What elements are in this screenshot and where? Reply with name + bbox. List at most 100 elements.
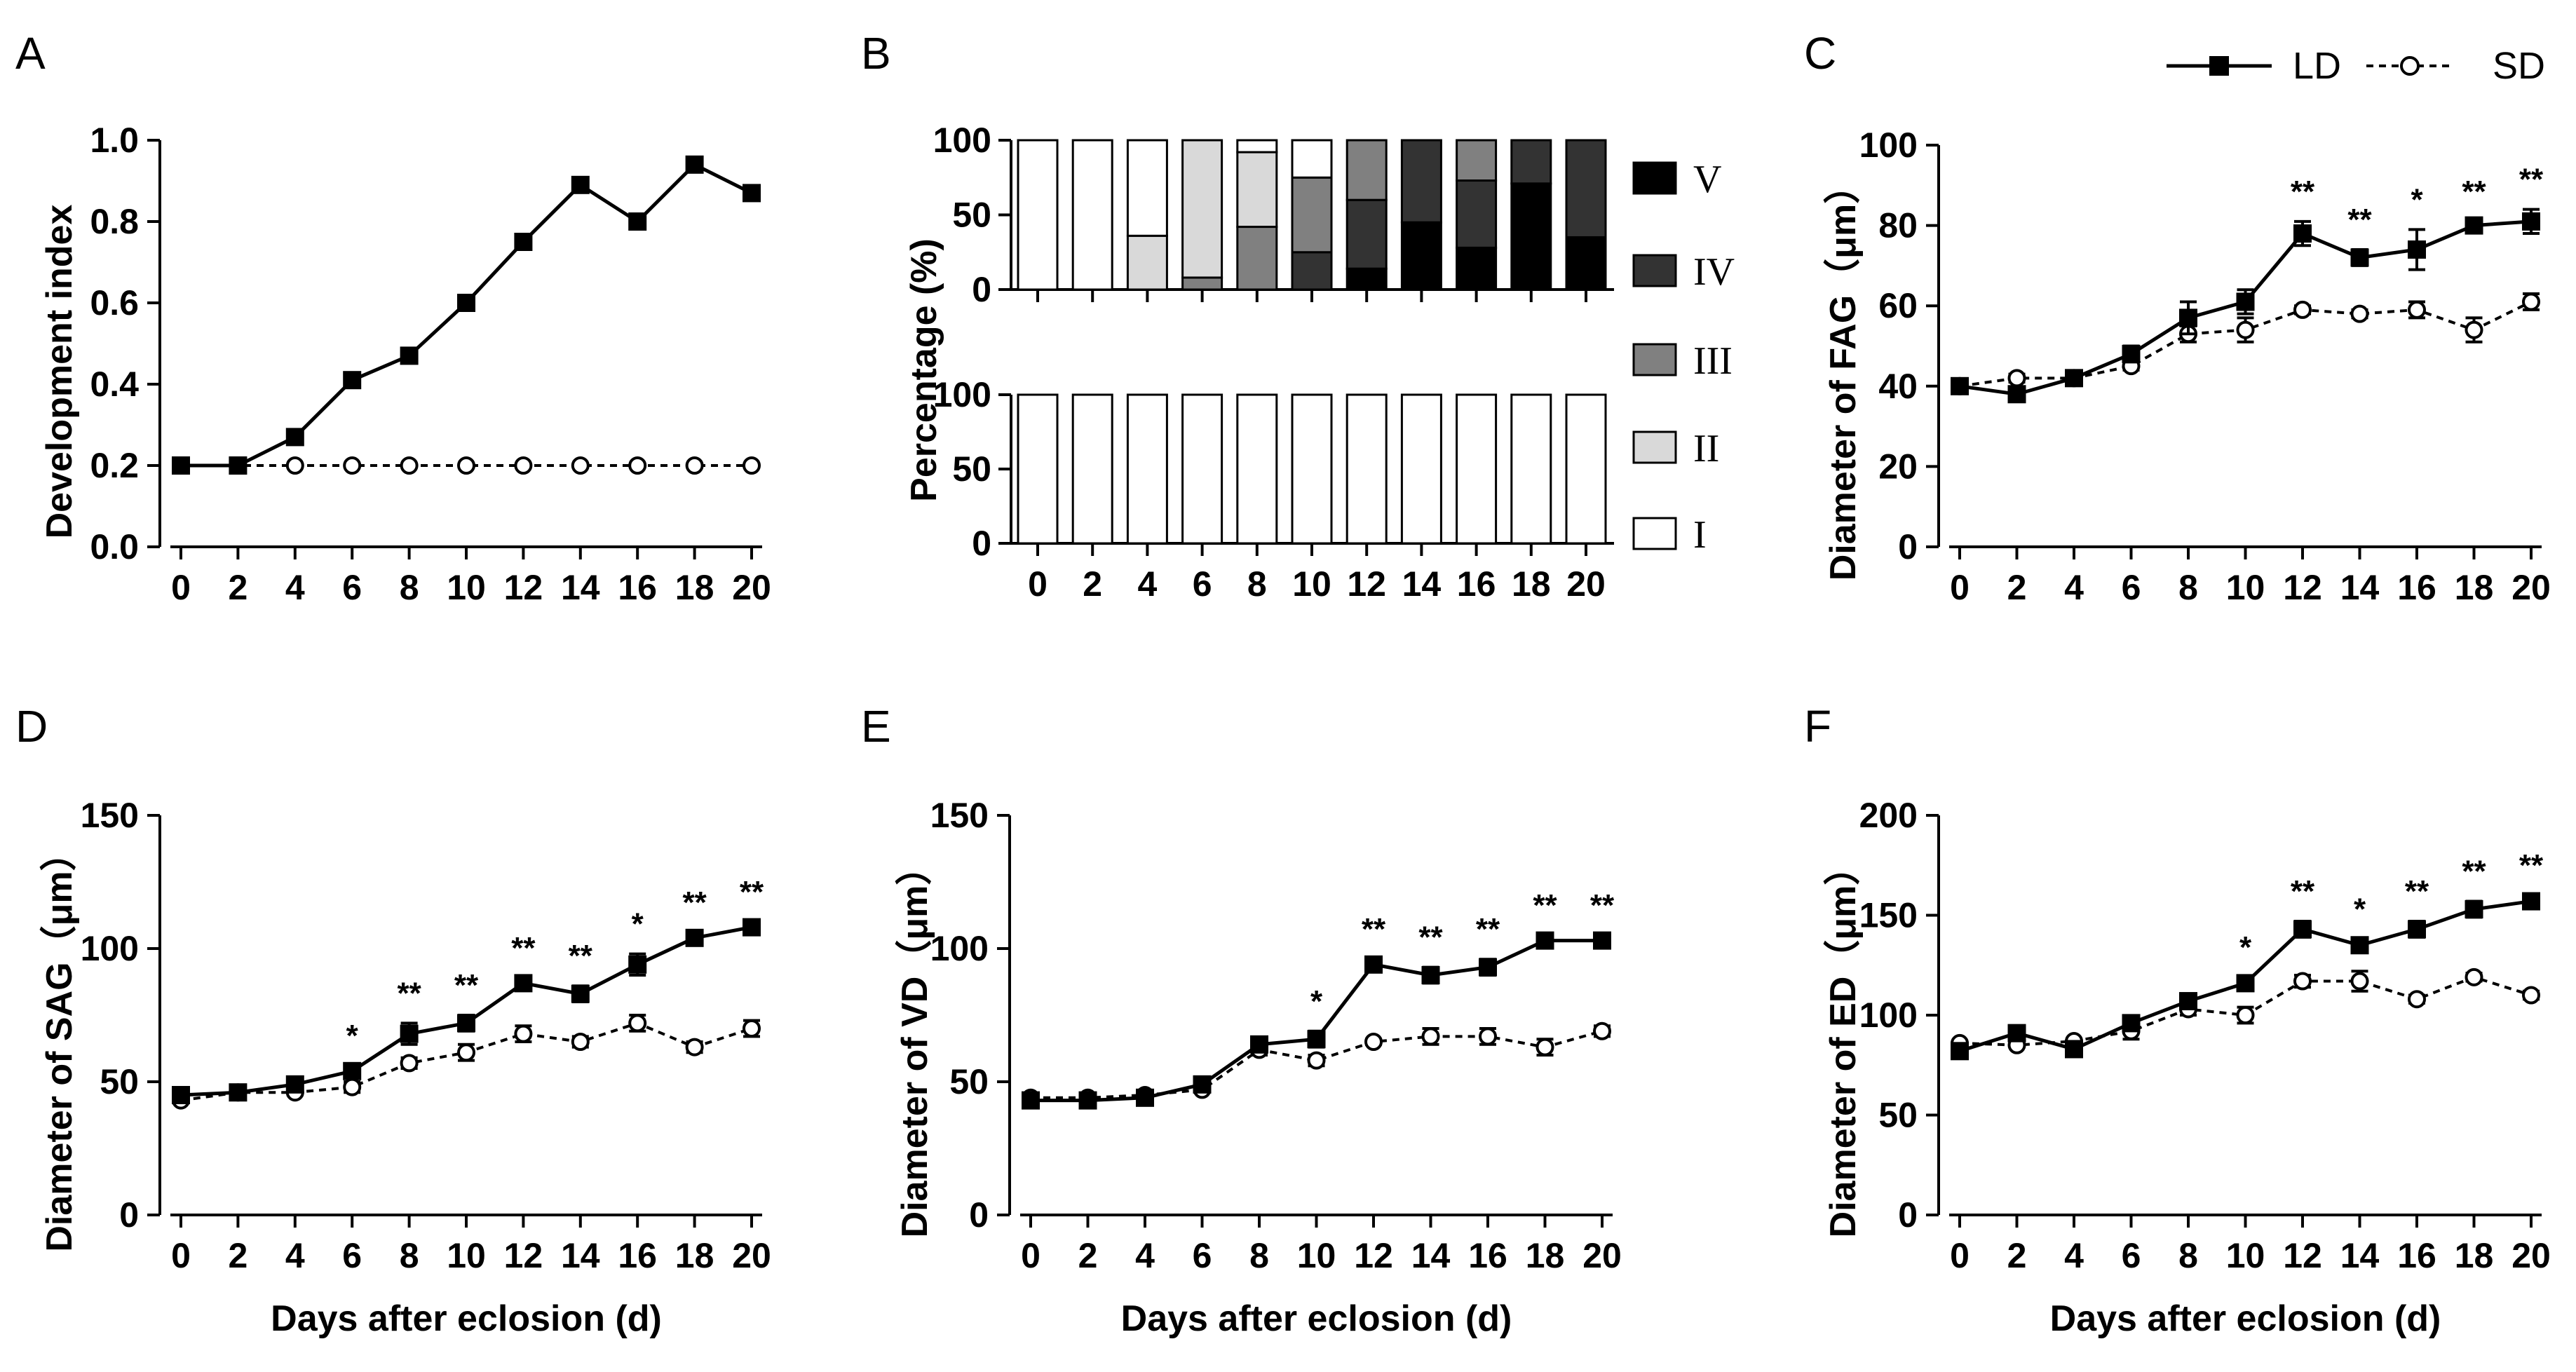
panel-c-x-tick-label: 8 (2178, 568, 2198, 607)
panel-f-sd-point (2522, 986, 2540, 1005)
panel-b-bar-segment-v (1510, 182, 1552, 291)
panel-b-bar-segment-i (1400, 393, 1442, 545)
panel-a-sd-point (628, 456, 647, 475)
panel-a-ld-point (229, 456, 248, 475)
panel-d-x-tick-label: 8 (400, 1236, 419, 1275)
panel-f-ld-point (2007, 1024, 2026, 1042)
panel-a-y-tick-label: 0.2 (90, 446, 139, 485)
panel-b-bar-segment-ii (1236, 151, 1278, 229)
panel-a-x-tick-label: 20 (732, 568, 771, 607)
panel-e-ld-point (1078, 1091, 1097, 1110)
panel-a-sd-point (343, 456, 362, 475)
panel-c-ld-point (2236, 292, 2255, 311)
panel-e-ld-point (1364, 955, 1383, 974)
panel-f-x-tick-label: 12 (2283, 1236, 2322, 1275)
panel-d-ld-line (180, 925, 752, 1097)
panel-f-sd-point (2350, 972, 2369, 991)
panel-c-significance-star: ** (2519, 163, 2544, 197)
panel-a-x-tick-label: 12 (504, 568, 543, 607)
panel-c-x-tick-label: 4 (2064, 568, 2084, 607)
panel-a-x-tick-label: 8 (400, 568, 419, 607)
panel-b-bar-segment-i (1565, 393, 1607, 545)
panel-c-y-tick-label: 20 (1878, 447, 1918, 486)
panel-a-sd-point (400, 456, 419, 475)
panel-e-ld-point (1307, 1030, 1326, 1049)
panel-b-y-tick-label: 100 (933, 375, 991, 414)
panel-f-x-tick-label: 2 (2007, 1236, 2027, 1275)
panel-b-legend-label-v: V (1693, 158, 1721, 201)
panel-e-x-tick-label: 20 (1582, 1236, 1622, 1275)
panel-c-sd-point (2350, 304, 2369, 323)
panel-a-y-axis-label: Development index (39, 205, 80, 539)
panel-d-significance-star: ** (397, 976, 421, 1010)
panel-e-ld-point (1421, 966, 1440, 984)
panel-d-x-tick-label: 12 (504, 1236, 543, 1275)
panel-e-x-tick-label: 14 (1411, 1236, 1451, 1275)
panel-b-y-tick-label: 100 (933, 121, 991, 160)
panel-d-ld-point (571, 984, 590, 1003)
panel-d-y-tick-label: 100 (81, 929, 139, 968)
panel-d-sd-point (743, 1019, 761, 1038)
panel-a-x-tick-label: 10 (447, 568, 486, 607)
panel-d-y-tick-label: 50 (100, 1062, 139, 1101)
panel-c-sd-point (2293, 300, 2312, 319)
panel-a-sd-point (457, 456, 475, 475)
panel-e-significance-star: ** (1362, 912, 1386, 946)
panel-c-y-tick-label: 60 (1878, 286, 1918, 325)
panel-b-bar-segment-ii (1126, 234, 1168, 291)
panel-f-significance-star: ** (2519, 848, 2544, 883)
panel-d-ld-point (457, 1014, 475, 1033)
panel-d-sd-point (628, 1014, 647, 1033)
panel-c-x-tick-label: 20 (2511, 568, 2551, 607)
panel-c-ld-point (2408, 240, 2426, 259)
panel-b-bar-segment-iv (1565, 139, 1607, 238)
panel-a-ld-point (457, 294, 475, 312)
panel-b-x-tick-label: 20 (1566, 564, 1606, 604)
panel-f-x-tick-label: 18 (2455, 1236, 2494, 1275)
panel-d-ld-point (514, 974, 533, 993)
panel-d-y-tick-label: 150 (81, 796, 139, 835)
panel-b-y-tick-label: 50 (952, 449, 991, 489)
panel-d-sd-point (514, 1024, 533, 1043)
panel-b-bar-segment-iii (1236, 226, 1278, 291)
panel-e-y-tick-label: 100 (930, 929, 989, 968)
legend-ld-marker (2209, 56, 2229, 76)
panel-c-x-tick-label: 2 (2007, 568, 2027, 607)
panel-c-sd-point (2007, 369, 2026, 388)
panel-d-x-tick-label: 2 (228, 1236, 248, 1275)
panel-c-x-tick-label: 12 (2283, 568, 2322, 607)
panel-a-x-tick-label: 14 (561, 568, 600, 607)
panel-c-ld-point (2007, 385, 2026, 404)
panel-d-x-tick-label: 4 (285, 1236, 305, 1275)
panel-f-x-tick-label: 16 (2397, 1236, 2436, 1275)
panel-d-ld-point (628, 955, 647, 974)
panel-b-bar-segment-i (1017, 139, 1059, 291)
panel-b-bar-segment-i (1345, 393, 1388, 545)
panel-c-ld-point (1951, 376, 1969, 395)
panel-d-sd-point (343, 1078, 362, 1096)
panel-e-y-axis-label: Diameter of VD（μm） (895, 849, 935, 1238)
panel-f-sd-point (2293, 972, 2312, 991)
panel-e-sd-point (1421, 1027, 1440, 1046)
panel-b-bar-segment-iv (1400, 139, 1442, 224)
panel-b-bar-segment-i (1456, 393, 1498, 545)
panel-e-sd-point (1593, 1021, 1611, 1040)
panel-e-y-tick-label: 0 (969, 1195, 989, 1235)
panel-e-ld-line (1031, 939, 1602, 1103)
panel-c-x-tick-label: 0 (1950, 568, 1970, 607)
panel-b-x-tick-label: 14 (1402, 564, 1442, 604)
panel-b-legend-swatch-iv (1632, 254, 1677, 287)
panel-f-significance-star: ** (2291, 874, 2315, 909)
panel-a-x-tick-label: 18 (675, 568, 714, 607)
panel-b-legend-label-iv: IV (1693, 250, 1735, 294)
panel-c-y-tick-label: 40 (1878, 367, 1918, 406)
panel-c-significance-star: ** (2291, 175, 2315, 209)
panel-c-sd-point (2465, 320, 2483, 339)
panel-b-legend-label-i: I (1693, 513, 1707, 557)
panel-d-ld-point (285, 1075, 304, 1094)
panel-f-x-tick-label: 0 (1950, 1236, 1970, 1275)
panel-c-sd-point (2236, 320, 2255, 339)
legend-sd-marker (2400, 56, 2420, 76)
